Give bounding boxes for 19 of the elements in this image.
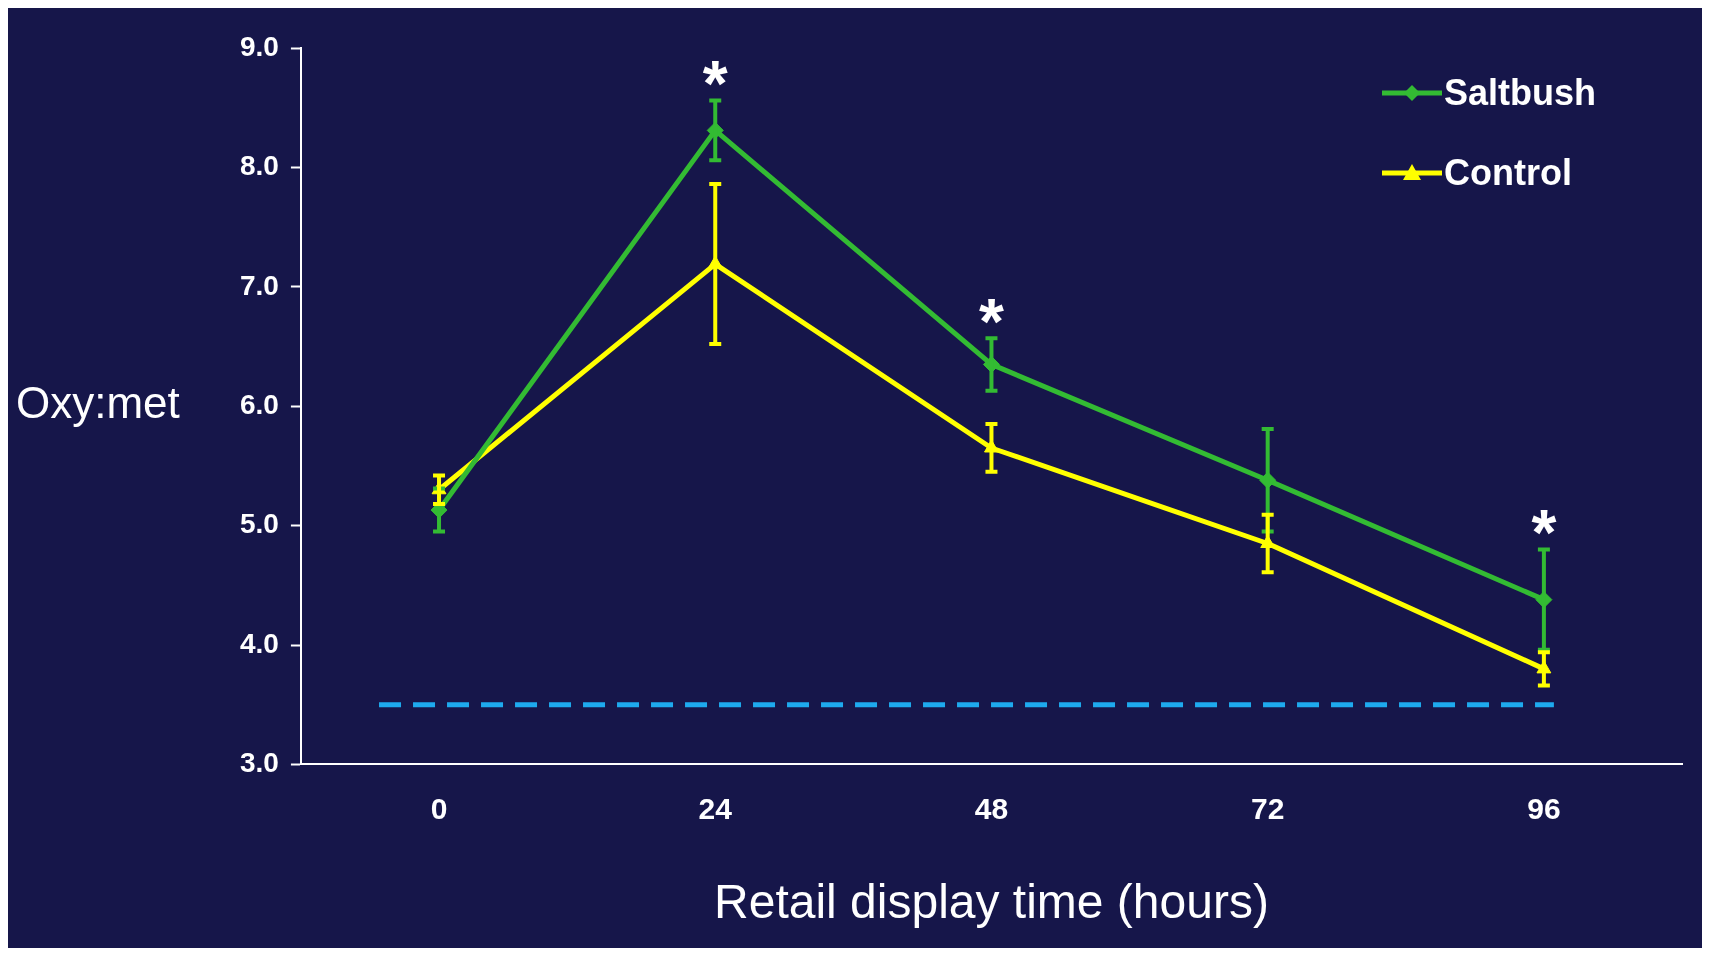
y-tick-label: 3.0 — [239, 747, 279, 779]
x-tick-label: 48 — [974, 791, 1009, 825]
x-tick-label: 72 — [1250, 791, 1285, 825]
annotation: * — [1531, 497, 1557, 570]
x-tick-label: 0 — [430, 791, 448, 825]
y-tick-label: 7.0 — [239, 269, 279, 301]
y-tick-label: 9.0 — [239, 30, 279, 62]
annotation: * — [702, 48, 728, 121]
y-tick-label: 4.0 — [239, 627, 279, 659]
y-tick-label: 6.0 — [239, 388, 279, 420]
x-axis-title: Retail display time (hours) — [714, 875, 1269, 929]
y-axis-title: Oxy:met — [16, 378, 180, 428]
y-tick-label: 8.0 — [239, 150, 279, 182]
x-tick-label: 96 — [1527, 791, 1561, 825]
legend-label: Saltbush — [1444, 71, 1597, 113]
y-tick-label: 5.0 — [239, 508, 279, 540]
annotation: * — [979, 285, 1005, 358]
x-tick-label: 24 — [698, 791, 733, 825]
legend-label: Control — [1444, 151, 1572, 193]
